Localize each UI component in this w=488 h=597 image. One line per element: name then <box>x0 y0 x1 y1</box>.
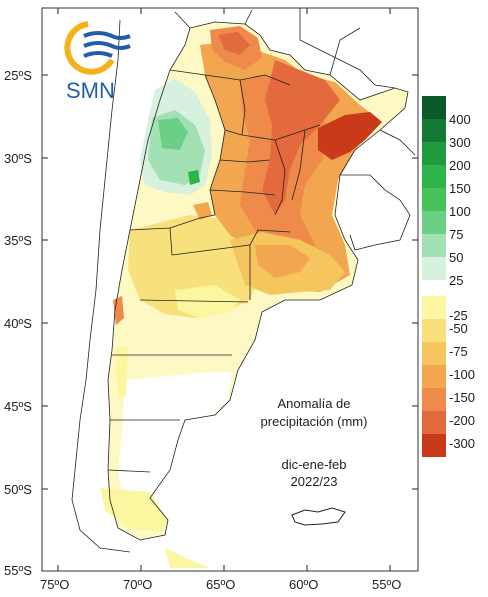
lat-label: 50ºS <box>4 482 32 497</box>
uruguay-brazil-border <box>340 129 416 251</box>
annotation-period-line2: 2022/23 <box>291 474 338 489</box>
legend-swatch-positive <box>422 234 446 257</box>
bolivia-paraguay-border <box>174 8 396 89</box>
legend-swatch-negative <box>422 365 446 388</box>
legend-colorbar: 400 300 200 150 100 75 50 25 -25-50 -75 -100 -150 -2… <box>422 96 475 457</box>
northwest-green-spot-fill <box>188 170 200 185</box>
legend-label-positive: 300 <box>449 135 471 150</box>
legend-swatch-negative <box>422 388 446 411</box>
malvinas-islands <box>291 507 346 526</box>
smn-logo: SMN <box>64 21 131 103</box>
lat-label: 45ºS <box>4 399 32 414</box>
north-red-fill <box>218 32 250 55</box>
legend-label-negative: -100 <box>449 367 475 382</box>
northeast-red-fill <box>318 112 382 160</box>
legend-label-positive: 75 <box>449 227 463 242</box>
lat-label: 35ºS <box>4 233 32 248</box>
lat-label: 30ºS <box>4 151 32 166</box>
lon-label: 75ºO <box>40 577 69 592</box>
lat-label: 55ºS <box>4 563 32 578</box>
legend-swatch-negative <box>422 342 446 365</box>
legend-swatch-positive <box>422 142 446 165</box>
legend-swatch-positive <box>422 188 446 211</box>
lat-label: 25ºS <box>4 68 32 83</box>
annotation-period-line1: dic-ene-feb <box>281 457 346 472</box>
east-darkorange-fill <box>262 60 340 215</box>
legend-label-positive: 400 <box>449 112 471 127</box>
tierra-del-fuego-south-fill <box>165 548 210 568</box>
annotation-title-line2: precipitación (mm) <box>261 414 368 429</box>
annotation-title-line1: Anomalía de <box>278 396 351 411</box>
legend-label-positive: 50 <box>449 250 463 265</box>
patagonia-coast-yellow-fill <box>115 345 128 400</box>
west-orange-spot-fill <box>193 202 212 220</box>
legend-label-positive: 150 <box>449 181 471 196</box>
legend-swatch-positive <box>422 119 446 142</box>
legend-label-positive: 25 <box>449 273 463 288</box>
province-borders <box>107 69 321 473</box>
map-annotation: Anomalía de precipitación (mm) dic-ene-f… <box>261 396 368 489</box>
lon-label: 55ºO <box>372 577 401 592</box>
longitude-axis: 75ºO 70ºO 65ºO 60ºO 55ºO <box>40 8 401 592</box>
legend-label-negative: -25 <box>449 308 468 323</box>
latitude-axis: 25ºS 30ºS 35ºS 40ºS 45ºS 50ºS 55ºS <box>4 68 418 578</box>
lon-label: 60ºO <box>289 577 318 592</box>
legend-label-negative: -150 <box>449 390 475 405</box>
lon-label: 70ºO <box>123 577 152 592</box>
lon-label: 65ºO <box>206 577 235 592</box>
legend-label-negative: -300 <box>449 436 475 451</box>
andes-orange-strip-fill <box>113 296 124 325</box>
northwest-green-fill <box>158 118 188 150</box>
boundary-layer <box>71 8 416 553</box>
lat-label: 40ºS <box>4 316 32 331</box>
legend-swatch-positive <box>422 165 446 188</box>
legend-label-negative: -200 <box>449 413 475 428</box>
south-normal-fill <box>118 372 232 495</box>
legend-label-negative: -75 <box>449 344 468 359</box>
legend-swatch-negative <box>422 319 446 342</box>
legend-swatch-negative <box>422 434 446 457</box>
legend-swatch-negative <box>422 411 446 434</box>
south-orange-core-fill <box>255 245 310 278</box>
smn-sun-waves-icon <box>64 21 131 75</box>
legend-label-positive: 100 <box>449 204 471 219</box>
anomaly-fill-layer <box>100 22 408 568</box>
argentina-outline <box>107 21 409 541</box>
legend-swatch-positive <box>422 96 446 119</box>
legend-swatch-positive <box>422 257 446 280</box>
legend-label-negative: -50 <box>449 321 468 336</box>
logo-text: SMN <box>66 78 115 103</box>
legend-swatch-positive <box>422 211 446 234</box>
chile-coast-line <box>71 19 131 553</box>
legend-swatch-negative <box>422 296 446 319</box>
legend-label-positive: 200 <box>449 158 471 173</box>
